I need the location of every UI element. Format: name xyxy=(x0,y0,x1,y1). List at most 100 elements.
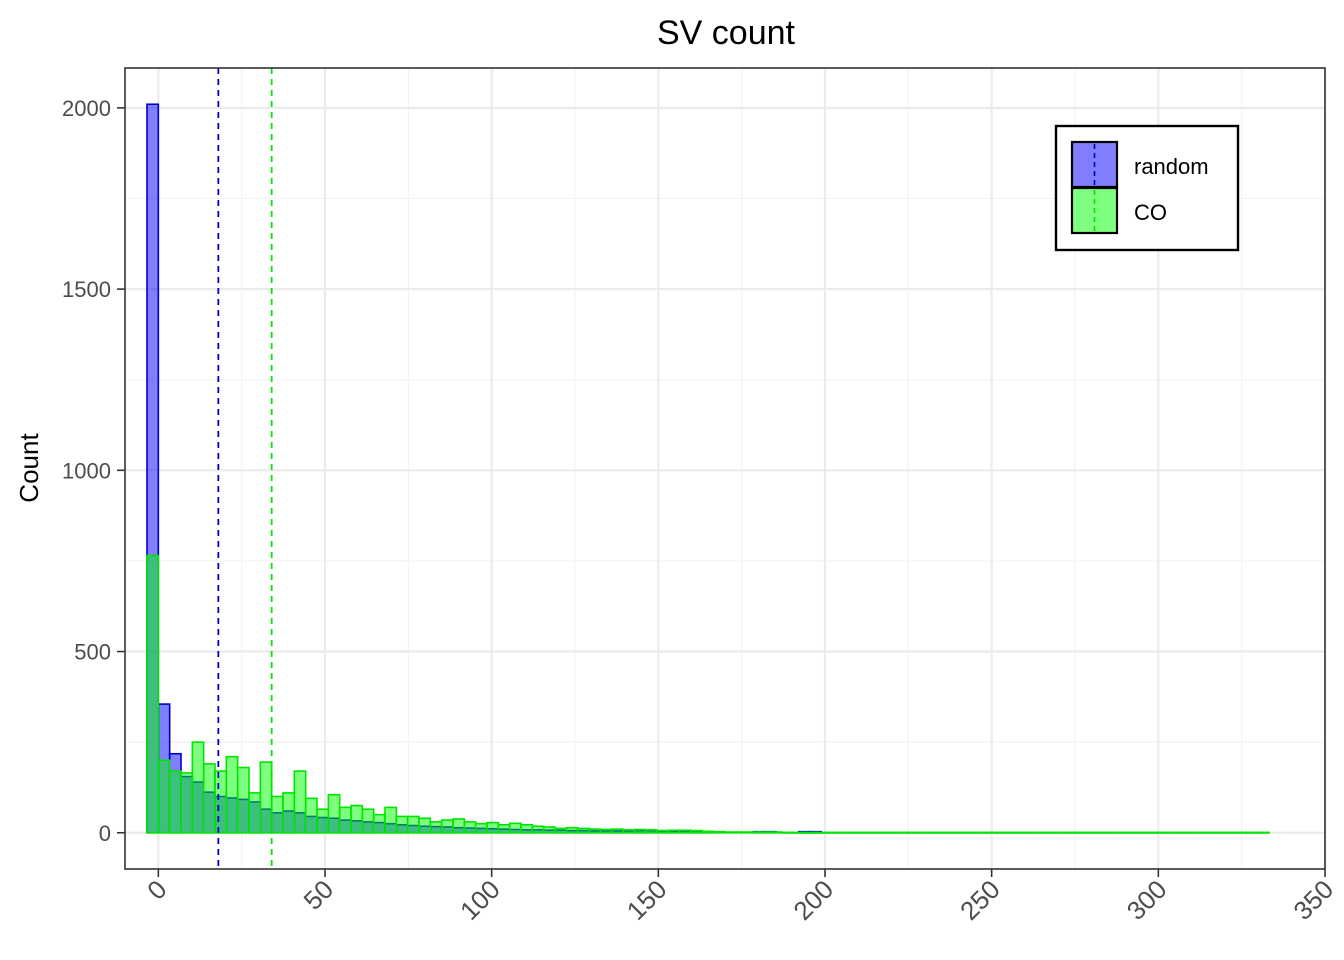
legend: random CO xyxy=(1054,124,1240,252)
bar xyxy=(202,763,216,834)
bar xyxy=(497,823,511,834)
bar xyxy=(565,826,579,834)
bar xyxy=(610,828,624,834)
bar xyxy=(542,826,556,834)
bar xyxy=(1064,831,1078,834)
legend-label: random xyxy=(1134,154,1209,179)
bar xyxy=(882,831,896,834)
legend-key-swatch xyxy=(1070,140,1119,189)
series-co-bars xyxy=(146,554,1270,834)
bar xyxy=(293,770,307,834)
legend-label: CO xyxy=(1134,200,1167,225)
bar xyxy=(168,770,182,834)
bar xyxy=(905,831,919,834)
y-tick-label: 1500 xyxy=(62,277,111,302)
bar xyxy=(588,828,602,834)
legend-item-co: CO xyxy=(1070,186,1167,235)
bar xyxy=(1256,831,1270,834)
bar xyxy=(270,795,284,834)
bar xyxy=(599,828,613,834)
bar xyxy=(984,831,998,834)
y-axis-title: Count xyxy=(14,433,44,503)
bar xyxy=(803,831,817,834)
bar xyxy=(928,831,942,834)
bar xyxy=(939,831,953,834)
bar xyxy=(452,818,466,834)
y-tick-label: 1000 xyxy=(62,458,111,483)
bar xyxy=(395,815,409,834)
bar xyxy=(1166,831,1180,834)
bar xyxy=(678,829,692,834)
bar xyxy=(848,831,862,834)
bar xyxy=(259,761,273,834)
bar xyxy=(826,831,840,834)
bar xyxy=(1018,831,1032,834)
bar xyxy=(157,759,171,834)
y-tick-label: 500 xyxy=(74,640,111,665)
bar xyxy=(690,829,704,834)
bar xyxy=(1177,831,1191,834)
bar xyxy=(746,831,760,834)
y-tick-label: 2000 xyxy=(62,96,111,121)
mean-lines xyxy=(217,68,273,869)
bar xyxy=(316,808,330,834)
bar xyxy=(792,831,806,834)
bar xyxy=(1030,831,1044,834)
bar xyxy=(508,822,522,834)
bar xyxy=(236,766,250,834)
bar xyxy=(656,829,670,834)
bar xyxy=(1041,831,1055,834)
bar xyxy=(1222,831,1236,834)
bar xyxy=(406,815,420,834)
bar xyxy=(916,831,930,834)
y-tick-label: 0 xyxy=(99,821,111,846)
bar xyxy=(361,808,375,834)
bar xyxy=(225,755,239,834)
bar xyxy=(1132,831,1146,834)
bar xyxy=(758,831,772,834)
bar xyxy=(327,793,341,834)
bar xyxy=(894,831,908,834)
legend-item-random: random xyxy=(1070,140,1209,189)
bar xyxy=(735,831,749,834)
bar xyxy=(701,830,715,834)
bar xyxy=(667,829,681,834)
bar xyxy=(996,831,1010,834)
bar xyxy=(814,831,828,834)
bar xyxy=(350,804,364,834)
bar xyxy=(1109,831,1123,834)
bar xyxy=(1007,831,1021,834)
bar xyxy=(520,823,534,834)
bar xyxy=(304,797,318,834)
bar xyxy=(644,829,658,834)
bar xyxy=(1211,831,1225,834)
bar xyxy=(191,741,205,834)
bar xyxy=(248,792,262,834)
bar xyxy=(780,831,794,834)
bar xyxy=(1075,831,1089,834)
bar xyxy=(1120,831,1134,834)
histogram-bars xyxy=(146,103,1270,834)
bar xyxy=(531,825,545,834)
bar xyxy=(1188,831,1202,834)
bar xyxy=(712,830,726,834)
bar xyxy=(1143,831,1157,834)
bar xyxy=(554,827,568,834)
bar xyxy=(871,831,885,834)
bar xyxy=(1098,831,1112,834)
bar xyxy=(1234,831,1248,834)
bar xyxy=(837,831,851,834)
bar xyxy=(282,792,296,834)
bar xyxy=(973,831,987,834)
chart-title: SV count xyxy=(657,14,796,52)
bar xyxy=(724,831,738,834)
bar xyxy=(962,831,976,834)
bar xyxy=(950,831,964,834)
bar xyxy=(769,831,783,834)
bar xyxy=(486,821,500,834)
bar xyxy=(633,828,647,834)
bar xyxy=(180,772,194,834)
bar xyxy=(146,554,160,834)
bar xyxy=(429,821,443,834)
